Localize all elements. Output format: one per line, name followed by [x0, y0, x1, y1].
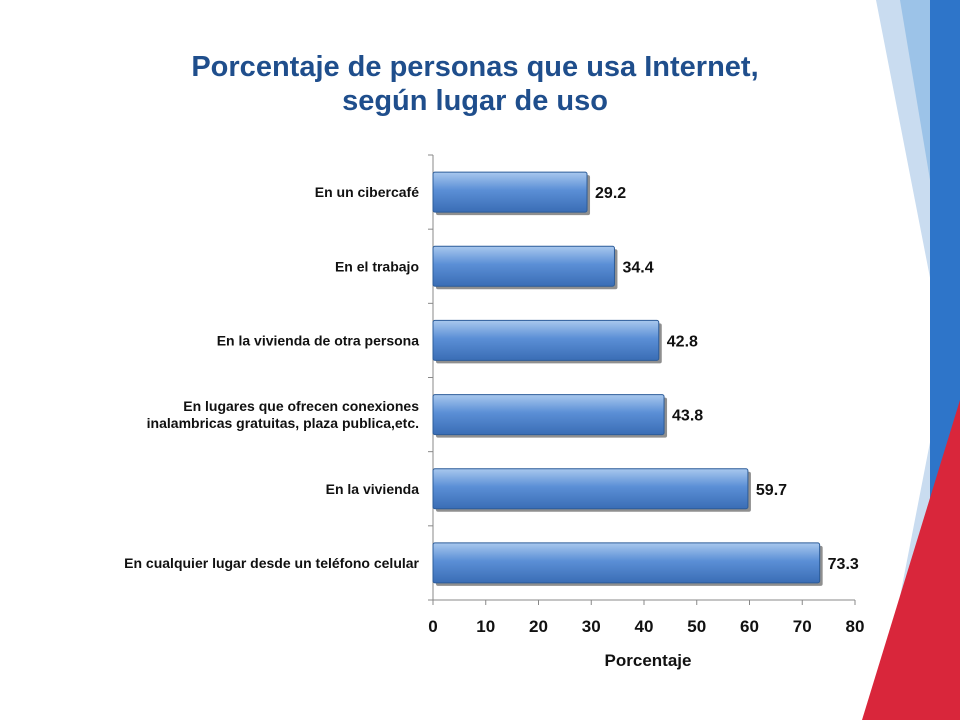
bar-value-label: 29.2 — [595, 185, 626, 202]
x-tick-label: 30 — [582, 617, 601, 636]
deco-red-arrow — [862, 400, 960, 720]
category-label: En cualquier lugar desde un teléfono cel… — [124, 555, 419, 571]
category-label: En la vivienda de otra persona — [217, 332, 420, 348]
bar — [432, 319, 660, 361]
bar-value-label: 42.8 — [667, 333, 698, 350]
x-tick-label: 40 — [635, 617, 654, 636]
slide-title-line-2: según lugar de uso — [342, 85, 608, 117]
bar-value-label: 43.8 — [672, 408, 703, 425]
slide-title: Porcentaje de personas que usa Internet,… — [100, 50, 850, 118]
bar — [432, 542, 821, 584]
x-tick-label: 50 — [687, 617, 706, 636]
x-tick-label: 70 — [793, 617, 812, 636]
x-tick-label: 20 — [529, 617, 548, 636]
x-tick-label: 60 — [740, 617, 759, 636]
category-label: inalambricas gratuitas, plaza publica,et… — [147, 415, 419, 431]
bar-value-label: 59.7 — [756, 482, 787, 499]
bar — [432, 245, 615, 287]
x-tick-label: 0 — [428, 617, 437, 636]
bar — [432, 394, 665, 436]
bar — [432, 171, 588, 213]
x-tick-label: 80 — [846, 617, 865, 636]
bar-value-label: 34.4 — [622, 259, 653, 276]
bar-value-label: 73.3 — [828, 556, 859, 573]
x-tick-label: 10 — [476, 617, 495, 636]
slide-title-line-1: Porcentaje de personas que usa Internet, — [191, 51, 759, 83]
bar — [432, 468, 749, 510]
category-label: En un cibercafé — [315, 184, 419, 200]
x-axis-title: Porcentaje — [605, 651, 692, 670]
category-label: En la vivienda — [326, 481, 420, 497]
category-label: En lugares que ofrecen conexiones — [183, 398, 419, 414]
category-label: En el trabajo — [335, 258, 419, 274]
